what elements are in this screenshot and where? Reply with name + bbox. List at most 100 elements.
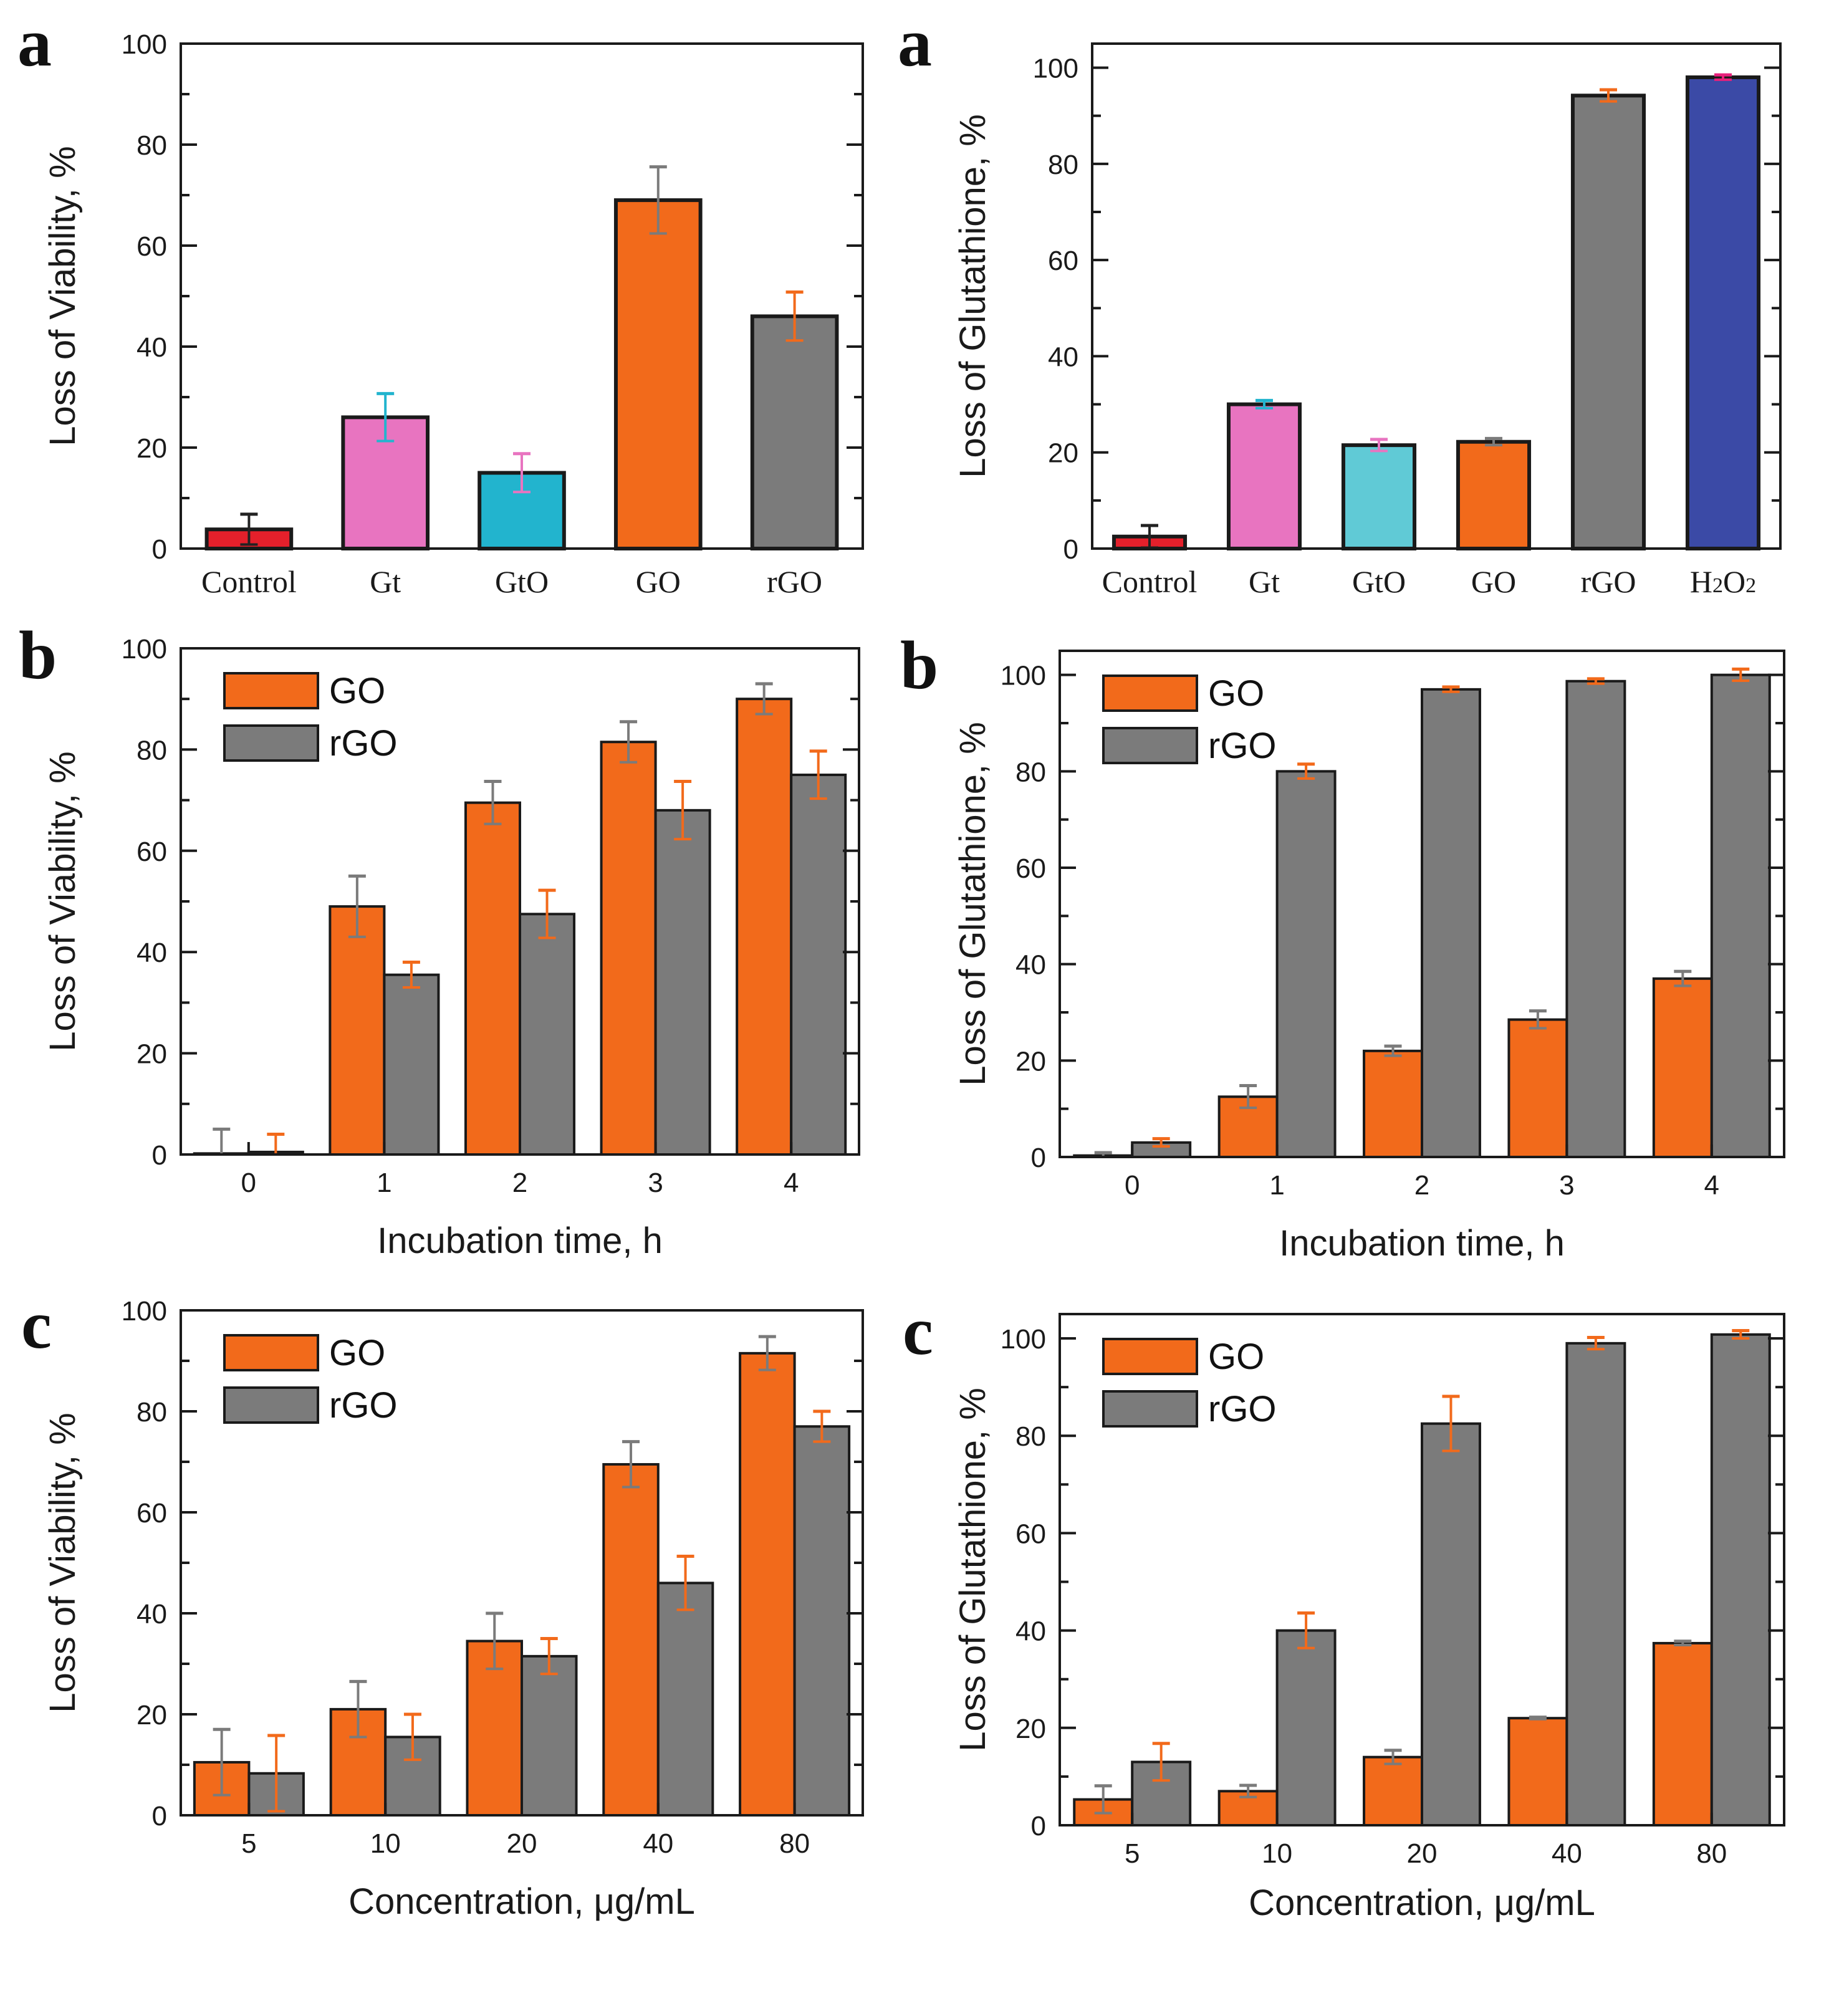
y-tick-label: 100 bbox=[122, 1296, 167, 1327]
y-tick-label: 60 bbox=[1015, 1519, 1046, 1549]
y-axis-title: Loss of Viability, % bbox=[42, 751, 83, 1051]
error-bar bbox=[240, 512, 258, 546]
bar bbox=[1341, 443, 1417, 551]
x-tick-label: GO bbox=[636, 564, 681, 599]
y-tick-label: 20 bbox=[1048, 438, 1078, 469]
bar bbox=[464, 801, 522, 1156]
legend-label: GO bbox=[329, 1333, 385, 1373]
bar bbox=[1363, 1049, 1424, 1159]
x-tick-label: rGO bbox=[767, 564, 822, 599]
x-tick-label: 20 bbox=[1407, 1838, 1438, 1869]
legend-label: rGO bbox=[329, 723, 398, 764]
x-tick-label: Control bbox=[1102, 564, 1198, 599]
error-bar bbox=[1152, 1742, 1170, 1782]
error-bar bbox=[1587, 1335, 1605, 1351]
y-axis-title: Loss of Viability, % bbox=[42, 146, 83, 446]
error-bar bbox=[1297, 1611, 1315, 1649]
x-tick-label: 2 bbox=[512, 1168, 527, 1198]
error-bar bbox=[676, 1554, 694, 1611]
x-tick-label: 4 bbox=[784, 1168, 799, 1198]
x-tick-label: Gt bbox=[370, 564, 401, 599]
error-bar bbox=[620, 720, 638, 764]
bar bbox=[793, 1425, 851, 1817]
error-bar bbox=[1442, 1394, 1460, 1452]
error-bar bbox=[813, 1409, 831, 1443]
error-bar bbox=[484, 780, 502, 825]
y-tick-label: 40 bbox=[1048, 342, 1078, 372]
bar bbox=[1507, 1717, 1568, 1826]
y-tick-label: 0 bbox=[1063, 534, 1078, 565]
bar bbox=[1275, 770, 1337, 1159]
error-bar bbox=[755, 682, 773, 716]
legend: GO rGO bbox=[223, 1333, 398, 1426]
error-bar bbox=[1239, 1084, 1257, 1110]
error-bar bbox=[1674, 1639, 1692, 1647]
bar bbox=[1421, 688, 1481, 1159]
bar bbox=[739, 1351, 796, 1817]
x-tick-label: 5 bbox=[241, 1828, 256, 1859]
error-bar bbox=[1384, 1749, 1402, 1765]
error-bar bbox=[1714, 73, 1732, 81]
y-tick-label: 40 bbox=[1015, 1616, 1046, 1647]
bar bbox=[383, 973, 440, 1156]
y-tick-label: 60 bbox=[1048, 246, 1078, 276]
error-bar bbox=[377, 391, 395, 443]
y-tick-label: 0 bbox=[152, 1140, 167, 1171]
x-tick-label: 20 bbox=[507, 1828, 537, 1859]
x-tick-label: 1 bbox=[1269, 1170, 1284, 1201]
bar bbox=[1652, 977, 1713, 1159]
error-bar bbox=[538, 888, 556, 939]
error-bar bbox=[649, 165, 667, 235]
bar bbox=[1456, 439, 1532, 550]
y-tick-label: 100 bbox=[122, 29, 167, 60]
bar bbox=[613, 198, 703, 551]
panel-letter: a bbox=[898, 4, 932, 80]
legend-swatch-go bbox=[1102, 674, 1198, 712]
x-tick-label: 80 bbox=[1696, 1838, 1727, 1869]
error-bar bbox=[1485, 436, 1502, 447]
legend-swatch-rgo bbox=[223, 1386, 319, 1424]
error-bar bbox=[348, 874, 366, 938]
error-bar bbox=[267, 1734, 286, 1813]
legend-swatch-go bbox=[223, 1334, 319, 1371]
legend-swatch-rgo bbox=[1102, 1390, 1198, 1428]
legend-label: GO bbox=[1208, 673, 1264, 714]
chart-glutathione-concentration: c Loss of Glutathione, % Concentration, μg… bbox=[903, 1293, 1785, 1923]
y-tick-label: 100 bbox=[1033, 54, 1078, 84]
legend-swatch-rgo bbox=[223, 724, 319, 762]
legend-label: GO bbox=[329, 671, 385, 711]
error-bar bbox=[213, 1727, 231, 1797]
bar bbox=[1226, 402, 1302, 550]
chart-viability-concentration: c Loss of Viability, % Concentration, μg/m… bbox=[21, 1287, 864, 1922]
y-tick-label: 40 bbox=[137, 938, 167, 968]
x-tick-label: 10 bbox=[1262, 1838, 1292, 1869]
y-axis-title: Loss of Glutathione, % bbox=[953, 722, 993, 1086]
error-bar bbox=[809, 749, 827, 800]
x-tick-label: 2 bbox=[1414, 1170, 1429, 1201]
bar bbox=[736, 698, 793, 1156]
x-tick-label: 0 bbox=[241, 1168, 256, 1198]
y-tick-label: 80 bbox=[1048, 150, 1078, 180]
bar bbox=[602, 1463, 660, 1817]
y-tick-label: 0 bbox=[1031, 1811, 1046, 1841]
x-tick-label: 5 bbox=[1125, 1838, 1140, 1869]
error-bar bbox=[213, 1127, 231, 1156]
error-bar bbox=[1529, 1716, 1547, 1721]
error-bar bbox=[1255, 398, 1273, 410]
x-tick-label: GtO bbox=[495, 564, 549, 599]
error-bar bbox=[403, 1712, 421, 1761]
y-tick-label: 80 bbox=[137, 735, 167, 766]
bar bbox=[600, 741, 657, 1156]
panel-letter: a bbox=[17, 4, 52, 80]
chart-glutathione-materials: a Loss of Glutathione, % 0 20 40 60 80 100 Contr… bbox=[898, 4, 1782, 599]
y-tick-label: 80 bbox=[1015, 1421, 1046, 1452]
y-axis-title: Loss of Glutathione, % bbox=[953, 114, 993, 478]
y-tick-label: 80 bbox=[1015, 757, 1046, 787]
error-bar bbox=[1094, 1784, 1112, 1815]
error-bar bbox=[1587, 677, 1605, 685]
error-bar bbox=[1370, 438, 1388, 453]
chart-viability-time: b Loss of Viability, % Incubation time, h 0… bbox=[19, 617, 860, 1261]
panel-letter: b bbox=[900, 627, 938, 703]
error-bar bbox=[1239, 1783, 1257, 1798]
